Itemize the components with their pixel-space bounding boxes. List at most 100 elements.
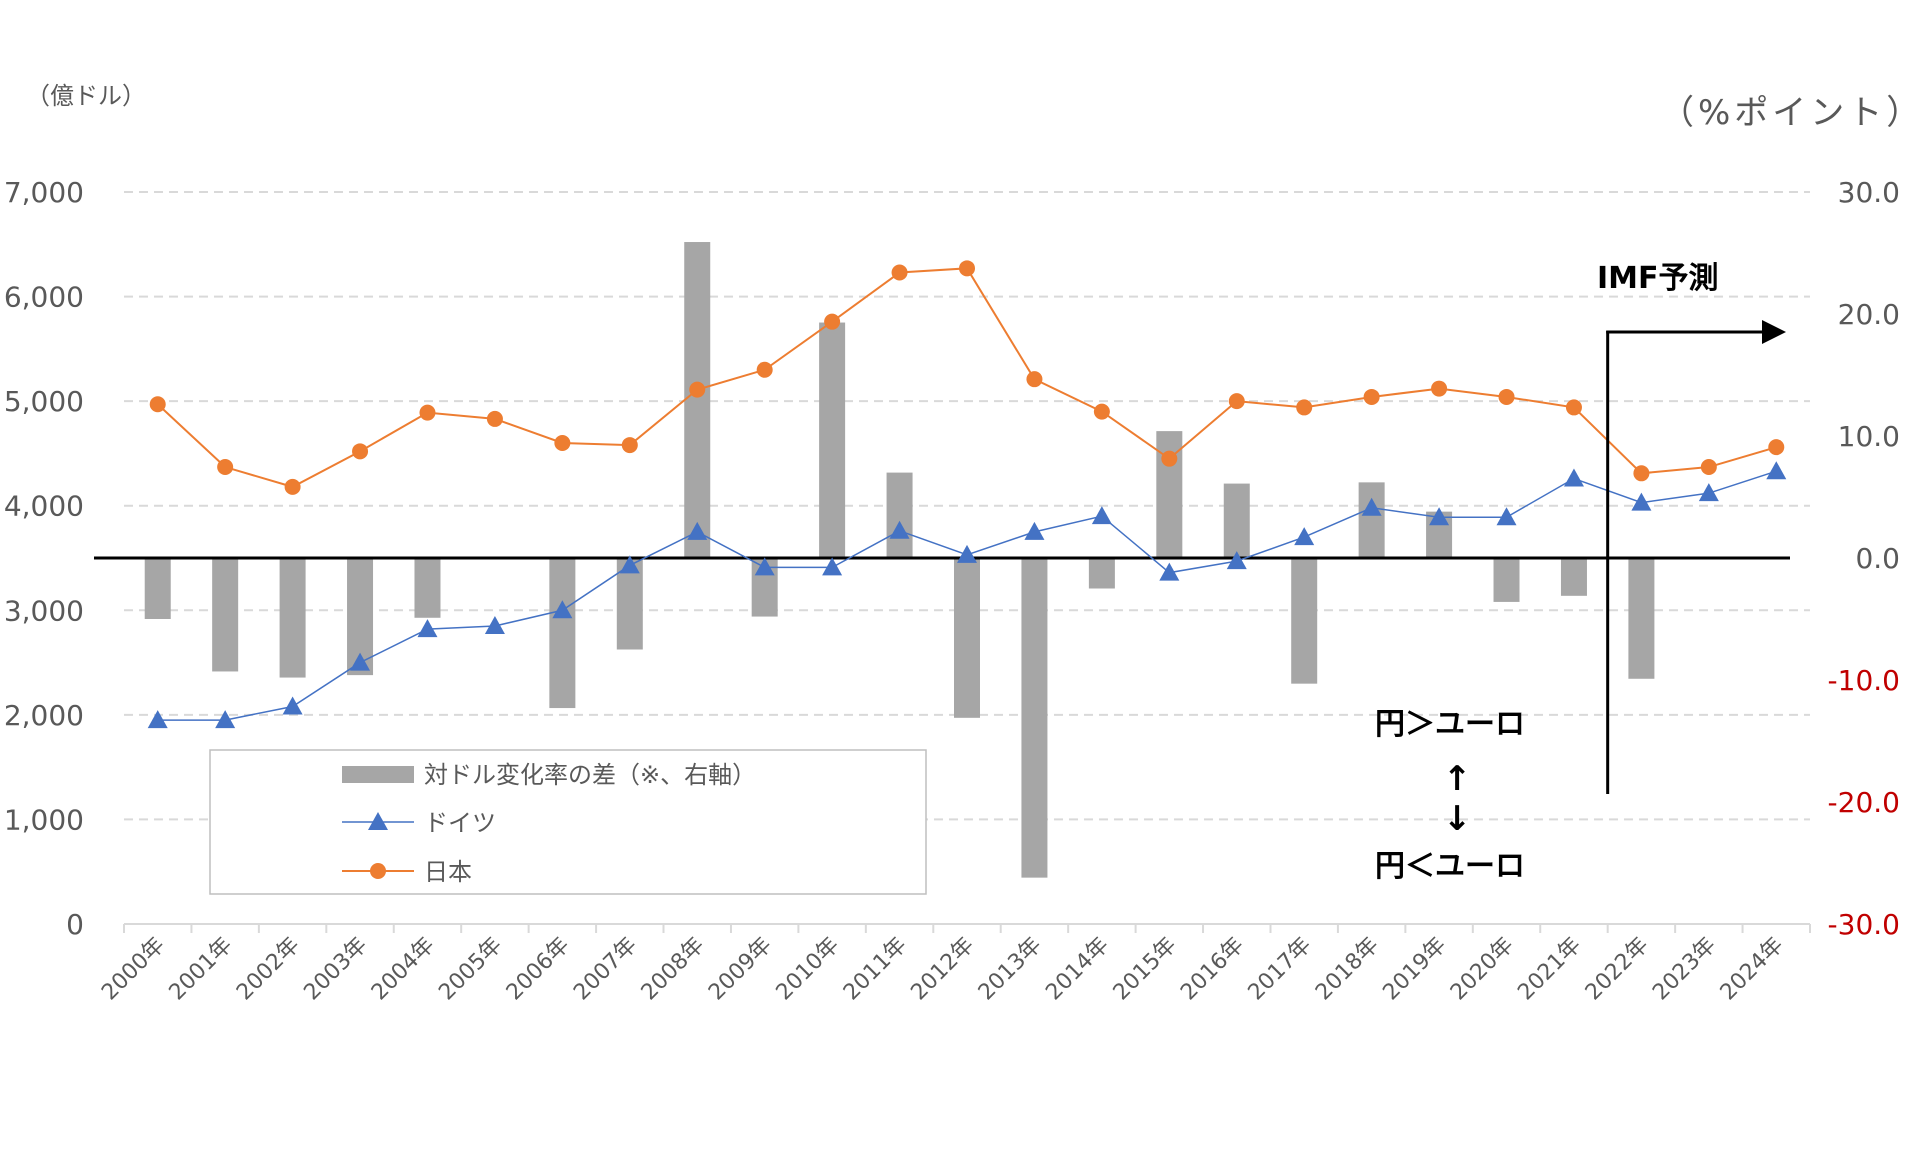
forecast-label: IMF予測: [1597, 261, 1719, 296]
legend-japan-label: 日本: [424, 858, 472, 886]
japan-line: [157, 267, 1777, 488]
bar: [1088, 558, 1115, 589]
x-tick-label: 2006年: [502, 933, 575, 1006]
japan-point: [149, 396, 166, 413]
legend-box: [209, 749, 927, 895]
bar: [1493, 558, 1520, 602]
japan-point: [1633, 465, 1650, 482]
arrow-down-label: ↓: [1443, 799, 1472, 839]
right-axis-unit-label: （%ポイント）: [1660, 93, 1920, 133]
left-axis-unit-label: （億ドル）: [26, 82, 146, 110]
left-tick-label: 4,000: [4, 490, 84, 523]
x-tick-label: 2024年: [1716, 933, 1789, 1006]
legend: 対ドル変化率の差（※、右軸） ドイツ 日本: [209, 749, 927, 895]
bar: [212, 558, 239, 672]
yen-weak-label: 円＜ユーロ: [1375, 849, 1525, 884]
legend-germany-triangle-marker: [368, 812, 388, 830]
germany-point: [619, 555, 640, 574]
germany-point: [1429, 507, 1450, 526]
bar: [1628, 558, 1655, 679]
x-tick-label: 2021年: [1513, 933, 1586, 1006]
japan-point: [1296, 399, 1313, 416]
right-tick-label: 20.0: [1838, 298, 1900, 331]
japan-point: [1228, 393, 1245, 410]
legend-japan-circle-marker: [370, 863, 386, 879]
bar: [144, 558, 171, 619]
japan-point: [1768, 439, 1785, 456]
bar: [414, 558, 441, 618]
japan-point: [352, 443, 369, 460]
right-axis-ticks: 30.0 20.0 10.0 0.0 -10.0 -20.0 -30.0: [1828, 176, 1900, 941]
germany-point: [1496, 507, 1517, 526]
bar: [1021, 558, 1048, 878]
left-tick-label: 1,000: [4, 803, 84, 836]
x-tick-label: 2010年: [772, 933, 845, 1006]
germany-point: [822, 557, 843, 576]
japan-point: [284, 478, 301, 495]
yen-strong-label: 円＞ユーロ: [1375, 707, 1525, 742]
japan-point: [824, 313, 841, 330]
germany-point: [1159, 562, 1180, 581]
germany-point: [147, 710, 168, 729]
legend-germany-label: ドイツ: [424, 809, 496, 837]
left-tick-label: 7,000: [4, 176, 84, 209]
x-tick-label: 2005年: [434, 933, 507, 1006]
grid-lines: [124, 191, 1810, 821]
left-tick-label: 3,000: [4, 594, 84, 627]
legend-bar-label: 対ドル変化率の差（※、右軸）: [424, 761, 756, 789]
germany-point: [282, 696, 303, 715]
x-tick-label: 2013年: [974, 933, 1047, 1006]
x-tick-label: 2017年: [1244, 933, 1317, 1006]
japan-point: [1161, 450, 1178, 467]
x-tick-label: 2012年: [906, 933, 979, 1006]
japan-point: [1093, 403, 1110, 420]
arrow-up-label: ↑: [1443, 759, 1472, 799]
japan-point: [486, 410, 503, 427]
japan-point: [217, 459, 234, 476]
japan-point: [756, 361, 773, 378]
line-series: [147, 260, 1787, 729]
japan-point: [621, 437, 638, 454]
germany-point: [1024, 521, 1045, 540]
x-tick-label: 2020年: [1446, 933, 1519, 1006]
germany-point: [1091, 506, 1112, 525]
germany-point: [1361, 497, 1382, 516]
legend-bar-swatch: [342, 766, 414, 783]
bar: [279, 558, 306, 678]
x-tick-label: 2009年: [704, 933, 777, 1006]
x-tick-label: 2015年: [1109, 933, 1182, 1006]
germany-point: [1226, 551, 1247, 570]
japan-point: [1431, 380, 1448, 397]
left-tick-label: 0: [66, 908, 84, 941]
x-tick-label: 2019年: [1378, 933, 1451, 1006]
x-tick-label: 2023年: [1648, 933, 1721, 1006]
right-tick-label: -30.0: [1828, 908, 1900, 941]
right-tick-label: 0.0: [1855, 542, 1900, 575]
bar: [1291, 558, 1318, 684]
right-tick-label: 10.0: [1838, 420, 1900, 453]
right-tick-label: 30.0: [1838, 176, 1900, 209]
left-axis-ticks: 0 1,000 2,000 3,000 4,000 5,000 6,000 7,000: [4, 176, 84, 941]
bar: [954, 558, 980, 718]
x-tick-label: 2022年: [1581, 933, 1654, 1006]
germany-point: [417, 619, 438, 638]
germany-point: [552, 600, 573, 619]
germany-point: [889, 520, 910, 539]
x-tick-label: 2004年: [367, 933, 440, 1006]
bar: [1560, 558, 1587, 596]
forecast-arrowhead: [1762, 320, 1786, 344]
germany-point: [215, 710, 236, 729]
germany-point: [484, 615, 505, 634]
japan-point: [689, 381, 706, 398]
bar: [886, 472, 913, 558]
germany-point: [687, 521, 708, 540]
germany-point: [1563, 468, 1584, 487]
japan-point: [1565, 399, 1582, 416]
japan-point: [554, 434, 571, 451]
germany-point: [1631, 492, 1652, 511]
x-axis: 2000年2001年2002年2003年2004年2005年2006年2007年…: [97, 923, 1811, 1006]
germany-point: [1294, 527, 1315, 546]
japan-point: [419, 404, 436, 421]
left-tick-label: 2,000: [4, 699, 84, 732]
